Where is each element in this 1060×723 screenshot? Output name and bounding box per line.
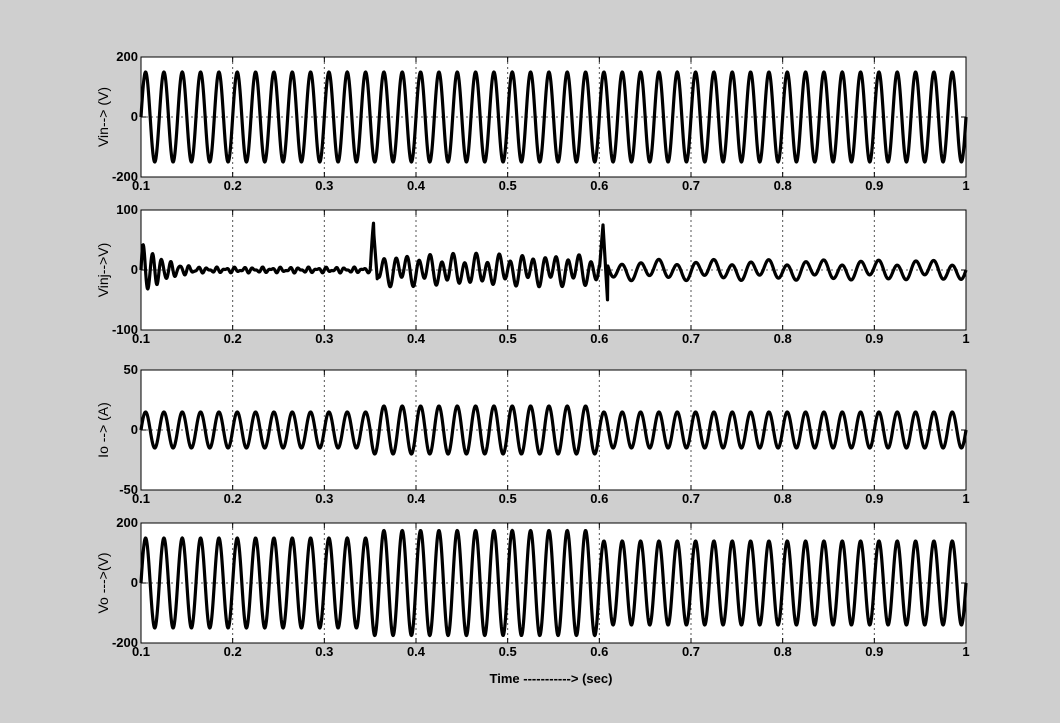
subplot-4: 0.1 0.2 0.3 0.4 0.5 0.6 0.7 0.8 0.9 1 200 0 -200 Vo -…: [95, 515, 970, 659]
x-tick-label: 0.6: [590, 178, 608, 193]
x-tick-label: 0.6: [590, 331, 608, 346]
x-axis-label: Time -----------> (sec): [490, 671, 613, 686]
subplot-2: 0.1 0.2 0.3 0.4 0.5 0.6 0.7 0.8 0.9 1 100 0 -100 Vinj…: [95, 202, 970, 346]
x-tick-label: 0.9: [865, 331, 883, 346]
y-axis-label: Vin--> (V): [95, 87, 111, 147]
y-tick-label: -100: [112, 322, 138, 337]
y-tick-label: -200: [112, 635, 138, 650]
subplot-3: 0.1 0.2 0.3 0.4 0.5 0.6 0.7 0.8 0.9 1 50 0 -50 Io -->…: [95, 362, 970, 506]
x-tick-label: 0.2: [224, 491, 242, 506]
x-tick-label: 0.1: [132, 178, 150, 193]
x-tick-label: 0.4: [407, 644, 426, 659]
x-tick-label: 0.4: [407, 178, 426, 193]
y-axis-label: Vinj-->V): [95, 243, 111, 298]
series-line: [139, 404, 968, 456]
y-tick-label: 0: [131, 575, 138, 590]
y-tick-label: 200: [116, 515, 138, 530]
x-tick-label: 0.9: [865, 644, 883, 659]
y-tick-label: 0: [131, 109, 138, 124]
series-line: [139, 221, 968, 302]
x-tick-label: 0.7: [682, 644, 700, 659]
x-tick-label: 1: [962, 644, 969, 659]
x-tick-label: 1: [962, 331, 969, 346]
x-tick-label: 0.7: [682, 331, 700, 346]
x-tick-label: 0.7: [682, 491, 700, 506]
y-tick-label: -50: [119, 482, 138, 497]
y-tick-label: 0: [131, 422, 138, 437]
y-tick-label: 100: [116, 202, 138, 217]
series-line: [139, 70, 968, 164]
y-tick-label: -200: [112, 169, 138, 184]
x-tick-label: 0.3: [315, 644, 333, 659]
x-tick-label: 0.6: [590, 491, 608, 506]
x-tick-label: 0.5: [499, 491, 517, 506]
x-tick-label: 0.1: [132, 644, 150, 659]
x-tick-label: 0.5: [499, 644, 517, 659]
x-tick-label: 0.9: [865, 491, 883, 506]
y-tick-label: 50: [124, 362, 138, 377]
x-tick-label: 0.5: [499, 178, 517, 193]
x-tick-label: 0.2: [224, 178, 242, 193]
x-tick-label: 0.4: [407, 331, 426, 346]
x-tick-label: 0.8: [774, 644, 792, 659]
x-tick-label: 0.3: [315, 331, 333, 346]
x-tick-label: 0.8: [774, 331, 792, 346]
y-axis-label: Vo --->(V): [95, 552, 111, 613]
x-tick-label: 0.2: [224, 331, 242, 346]
y-tick-label: 0: [131, 262, 138, 277]
x-tick-label: 0.8: [774, 178, 792, 193]
x-tick-label: 0.3: [315, 178, 333, 193]
x-tick-label: 0.7: [682, 178, 700, 193]
x-tick-label: 0.5: [499, 331, 517, 346]
x-tick-label: 0.1: [132, 491, 150, 506]
subplots: 0.1 0.2 0.3 0.4 0.5 0.6 0.7 0.8 0.9 1 200 0 -200 Vin-…: [95, 49, 970, 659]
subplot-1: 0.1 0.2 0.3 0.4 0.5 0.6 0.7 0.8 0.9 1 200 0 -200 Vin-…: [95, 49, 970, 193]
x-tick-label: 0.8: [774, 491, 792, 506]
x-tick-label: 1: [962, 178, 969, 193]
x-tick-label: 0.2: [224, 644, 242, 659]
x-tick-label: 0.1: [132, 331, 150, 346]
y-axis-label: Io --> (A): [95, 402, 111, 458]
x-tick-label: 0.6: [590, 644, 608, 659]
x-tick-label: 0.9: [865, 178, 883, 193]
series-line: [139, 528, 968, 638]
x-tick-label: 0.3: [315, 491, 333, 506]
x-tick-label: 0.4: [407, 491, 426, 506]
x-tick-label: 1: [962, 491, 969, 506]
y-tick-label: 200: [116, 49, 138, 64]
